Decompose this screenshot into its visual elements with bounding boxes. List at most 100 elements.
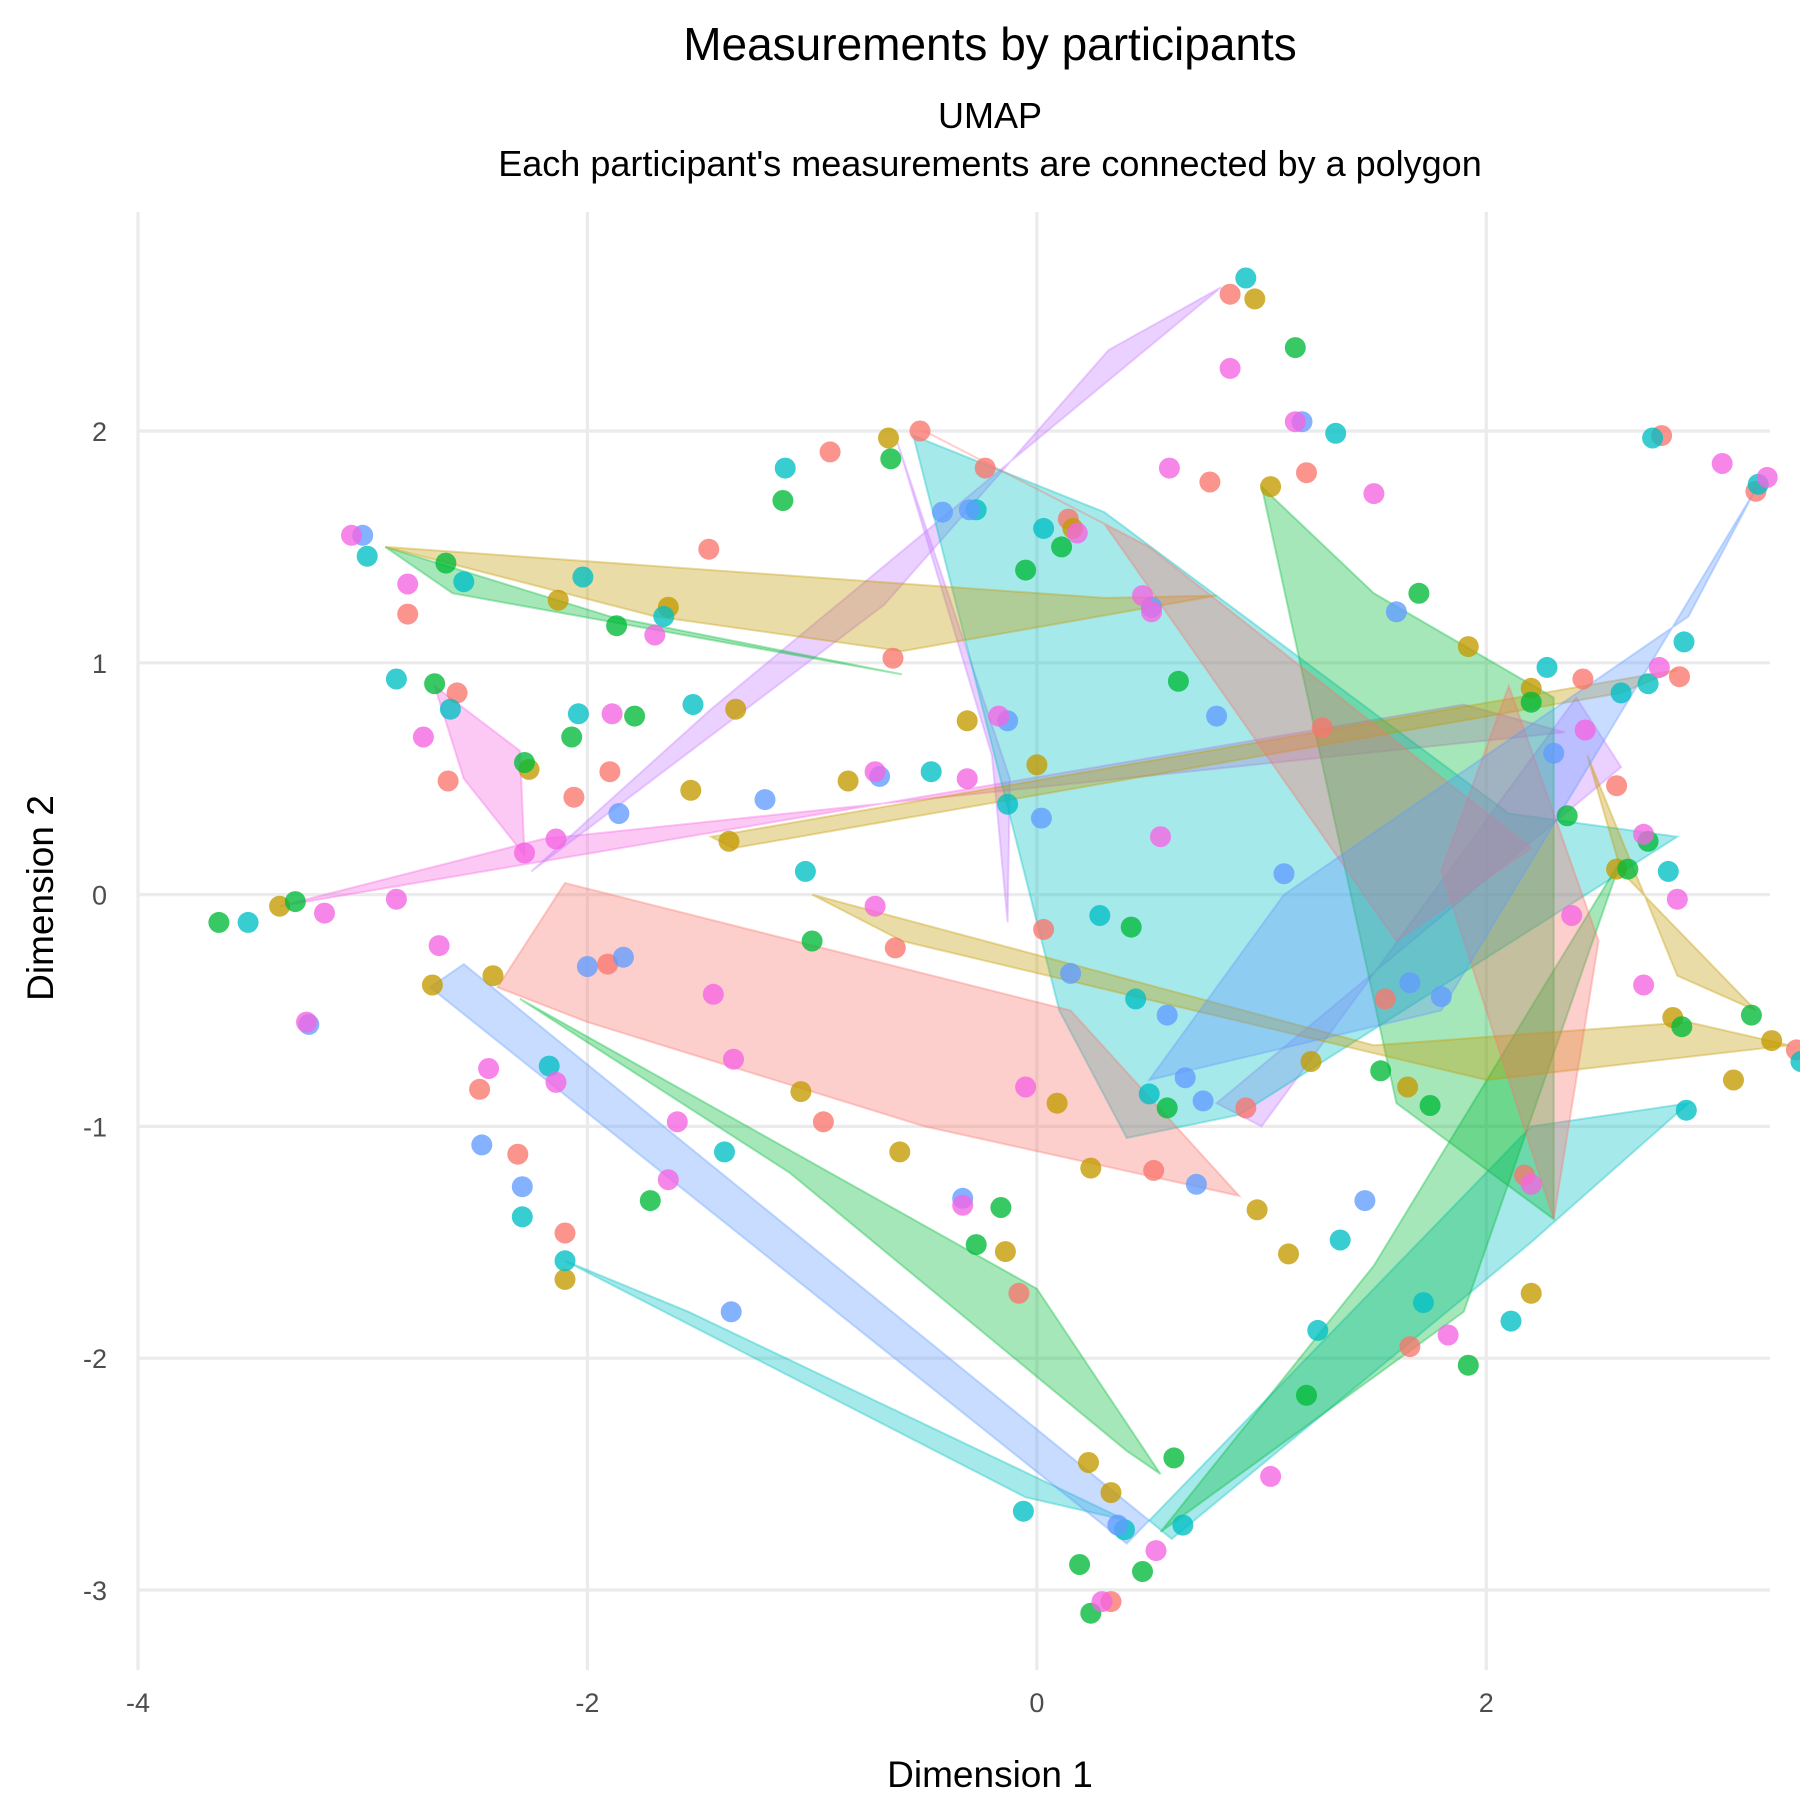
data-point	[1125, 988, 1147, 1010]
data-point	[482, 965, 504, 987]
data-point	[1296, 462, 1317, 484]
data-point	[878, 427, 899, 449]
data-point	[1520, 1282, 1542, 1304]
data-point	[1260, 1465, 1282, 1487]
data-point	[412, 726, 434, 748]
data-point	[1158, 457, 1180, 479]
data-point	[1354, 1190, 1376, 1212]
data-point	[1399, 972, 1421, 994]
data-point	[1556, 805, 1578, 827]
participant-polygon	[519, 998, 1162, 1475]
participant-polygon	[530, 286, 1222, 873]
data-point	[956, 710, 978, 732]
data-point	[1026, 754, 1048, 776]
data-point	[997, 793, 1019, 815]
data-point	[1633, 974, 1655, 996]
data-point	[657, 1169, 679, 1191]
data-point	[1430, 986, 1452, 1008]
data-point	[889, 1141, 911, 1163]
data-point	[1756, 466, 1778, 488]
data-point	[639, 1190, 661, 1212]
participant-polygon	[384, 545, 1217, 653]
tick-labels: -4 -2 0 2 -3 -2 -1 0 1 2	[83, 417, 1494, 1718]
data-point	[1199, 471, 1221, 493]
data-point	[356, 545, 378, 567]
x-tick-label: -2	[575, 1688, 599, 1718]
data-point	[1066, 522, 1088, 544]
data-point	[624, 705, 646, 727]
data-point	[1132, 1561, 1153, 1582]
data-point	[990, 1197, 1012, 1218]
data-point	[1561, 905, 1583, 926]
data-point	[1437, 1324, 1459, 1346]
chart-subtitle-line-2: Each participant's measurements are conn…	[498, 143, 1481, 184]
data-point	[1363, 483, 1385, 505]
data-point	[507, 1143, 529, 1165]
data-point	[446, 682, 468, 704]
data-point	[341, 524, 362, 546]
data-point	[554, 1268, 576, 1290]
data-point	[1648, 656, 1670, 678]
data-point	[1666, 888, 1688, 910]
data-point	[965, 1234, 987, 1256]
data-point	[812, 1111, 834, 1133]
data-point	[698, 538, 720, 560]
data-point	[1723, 1069, 1744, 1091]
data-point	[1300, 1051, 1322, 1072]
data-point	[1278, 1243, 1299, 1265]
data-point	[439, 698, 461, 720]
data-point	[1673, 631, 1695, 653]
data-point	[469, 1078, 491, 1100]
data-point	[1675, 1099, 1697, 1121]
data-point	[478, 1058, 500, 1079]
data-point	[514, 752, 535, 773]
x-tick-label: -4	[126, 1688, 150, 1718]
data-point	[471, 1134, 493, 1156]
data-point	[1080, 1157, 1102, 1179]
participant-polygon	[1146, 488, 1757, 1082]
y-tick-label: 2	[92, 417, 107, 447]
data-point	[1374, 988, 1396, 1010]
data-point	[754, 789, 776, 811]
data-point	[790, 1081, 812, 1103]
data-point	[314, 902, 335, 924]
data-point	[952, 1194, 974, 1216]
data-point	[545, 1071, 567, 1093]
data-point	[1311, 717, 1333, 739]
data-point	[1637, 673, 1659, 695]
data-point	[1307, 1319, 1329, 1341]
data-point	[1711, 453, 1733, 474]
data-point	[1150, 826, 1171, 848]
x-axis-title: Dimension 1	[887, 1754, 1093, 1795]
data-point	[1206, 705, 1228, 727]
data-point	[1219, 357, 1241, 379]
data-point	[606, 615, 628, 637]
data-point	[437, 770, 459, 792]
data-point	[547, 589, 569, 611]
participant-polygon	[495, 881, 1242, 1198]
data-point	[435, 552, 457, 574]
data-point	[1520, 691, 1542, 713]
data-point	[956, 768, 978, 790]
data-point	[1520, 1173, 1542, 1195]
y-tick-label: -2	[83, 1344, 107, 1374]
data-point	[1408, 582, 1430, 604]
chart-subtitle-line-1: UMAP	[938, 95, 1042, 136]
data-point	[1572, 668, 1594, 690]
data-point	[1740, 1004, 1762, 1026]
data-point	[819, 441, 841, 463]
data-point	[1132, 585, 1153, 607]
participant-polygon	[1214, 695, 1623, 1128]
data-point	[653, 605, 675, 627]
data-point	[1642, 427, 1664, 449]
data-point	[1012, 1500, 1034, 1522]
y-tick-label: 0	[92, 881, 107, 911]
data-point	[514, 842, 535, 864]
data-point	[1120, 916, 1142, 938]
data-point	[1657, 860, 1679, 882]
data-point	[1100, 1482, 1122, 1504]
participant-polygons	[279, 286, 1790, 1545]
data-point	[1457, 636, 1479, 658]
participant-polygon	[1147, 1101, 1692, 1541]
data-point	[725, 698, 747, 720]
